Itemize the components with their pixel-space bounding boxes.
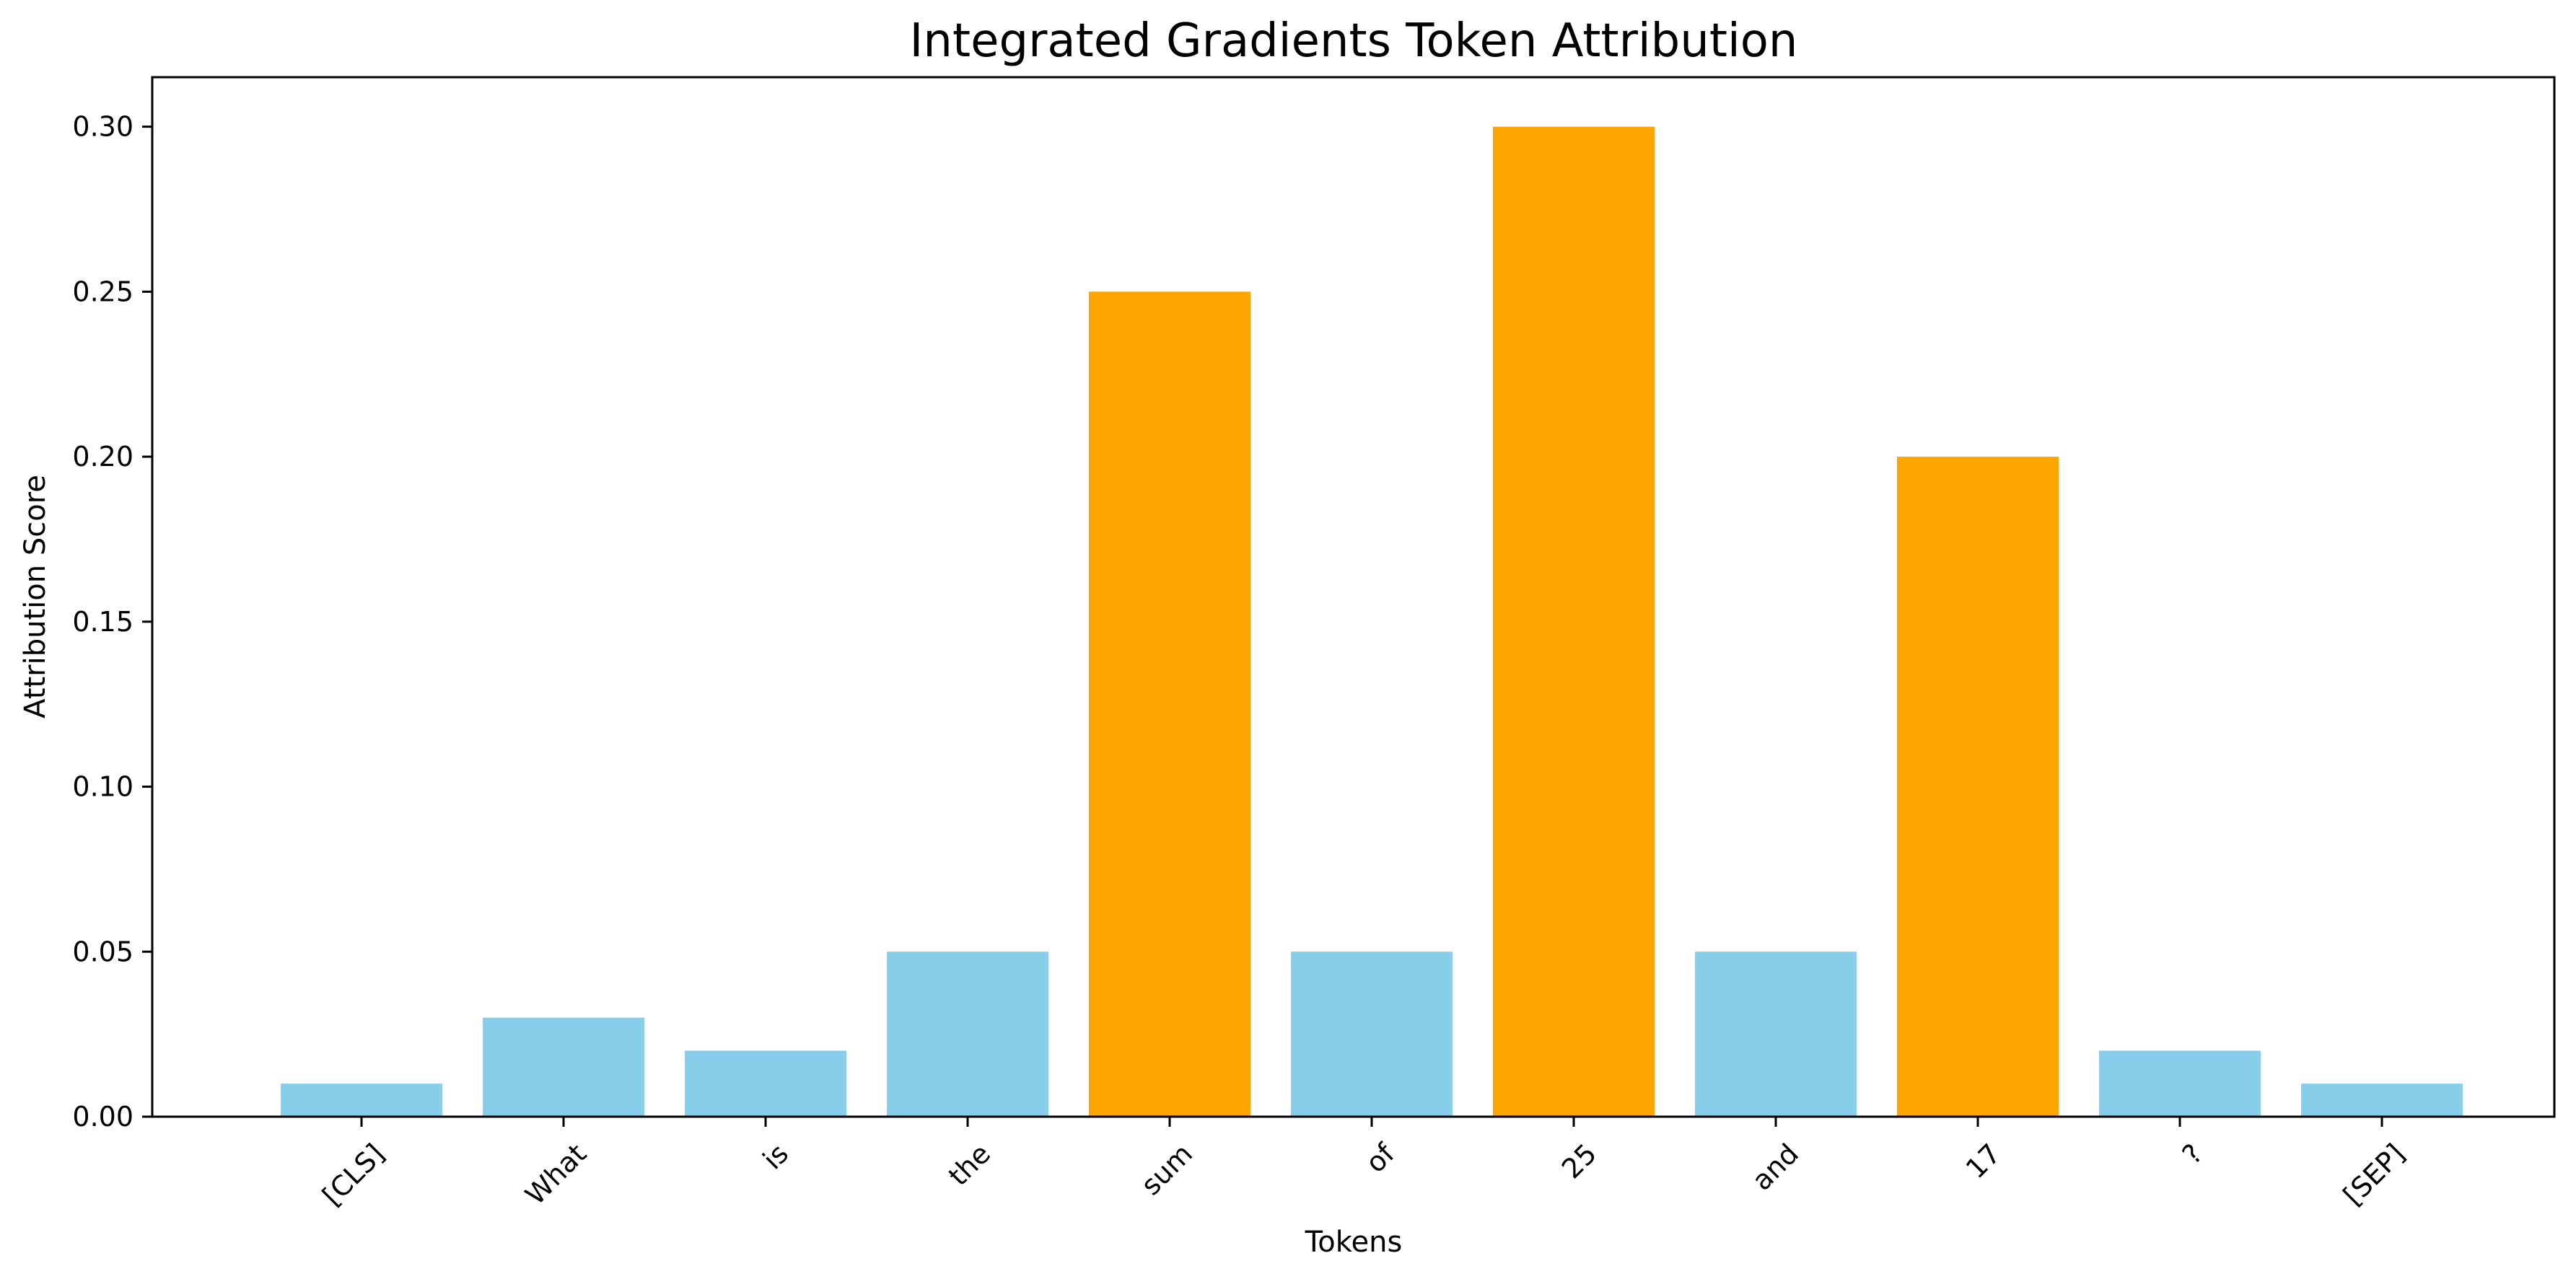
y-tick-label: 0.30 [72,111,133,143]
bar-4 [1089,291,1250,1117]
x-axis-label: Tokens [1305,1226,1403,1259]
chart-title: Integrated Gradients Token Attribution [910,14,1798,68]
y-tick-label: 0.25 [72,276,133,307]
y-tick-label: 0.15 [72,606,133,638]
y-tick-label: 0.00 [72,1101,133,1133]
bar-8 [1897,457,2059,1117]
x-tick-label: What [519,1138,592,1211]
x-axis: [CLS] What is the sum of 25 and 17? [SEP] [316,1117,2411,1212]
bar-10 [2301,1084,2463,1117]
bar-5 [1291,951,1453,1117]
x-tick-label: [SEP] [2337,1138,2411,1211]
bar-0 [281,1084,442,1117]
y-tick-label: 0.05 [72,936,133,967]
plot-area [281,126,2463,1117]
x-tick-label: is [757,1138,795,1176]
bar-6 [1493,126,1655,1117]
bar-2 [685,1050,846,1117]
bar-7 [1695,951,1857,1117]
y-tick-label: 0.20 [72,441,133,473]
y-tick-label: 0.10 [72,771,133,803]
x-tick-label: 17 [1960,1138,2007,1184]
plot-frame [151,76,2556,1118]
y-axis: 0.00 0.05 0.10 0.15 0.20 0.25 0.30 [72,111,152,1133]
x-tick-label: [CLS] [316,1138,390,1212]
bar-3 [887,951,1048,1117]
y-axis-label: Attribution Score [19,475,52,718]
bar-9 [2099,1050,2261,1117]
x-tick-label: of [1359,1137,1401,1179]
bar-1 [483,1017,644,1117]
x-tick-label: 25 [1556,1138,1603,1184]
x-tick-label: ? [2176,1138,2209,1170]
x-tick-label: and [1745,1138,1805,1197]
x-tick-label: sum [1135,1138,1199,1201]
x-tick-label: the [942,1138,996,1192]
